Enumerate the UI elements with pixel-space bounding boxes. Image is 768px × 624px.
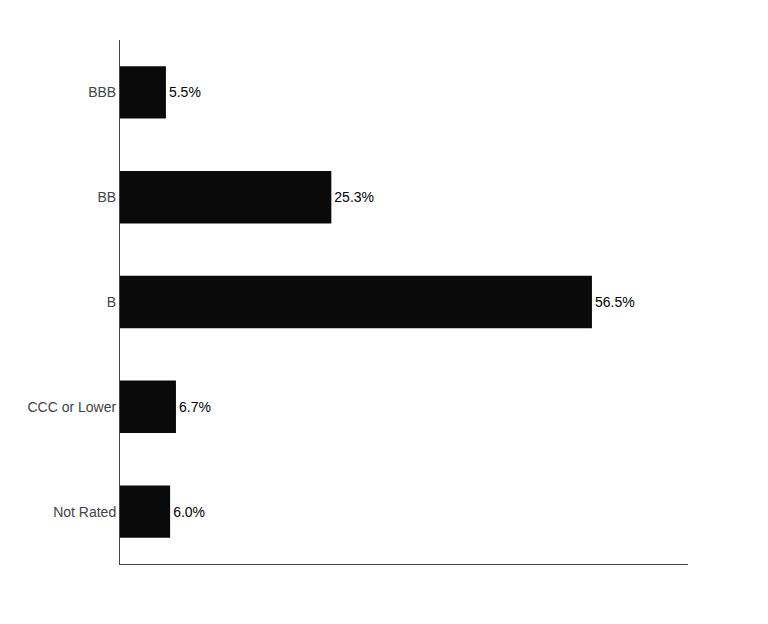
svg-text:BBB: BBB	[88, 84, 116, 100]
svg-text:Not Rated: Not Rated	[53, 504, 116, 520]
svg-text:6.0%: 6.0%	[173, 504, 205, 520]
svg-text:56.5%: 56.5%	[595, 294, 635, 310]
svg-text:BB: BB	[98, 189, 117, 205]
svg-text:B: B	[107, 294, 116, 310]
svg-text:5.5%: 5.5%	[169, 84, 201, 100]
svg-text:6.7%: 6.7%	[179, 399, 211, 415]
svg-text:CCC or Lower: CCC or Lower	[27, 399, 116, 415]
svg-text:25.3%: 25.3%	[334, 189, 374, 205]
